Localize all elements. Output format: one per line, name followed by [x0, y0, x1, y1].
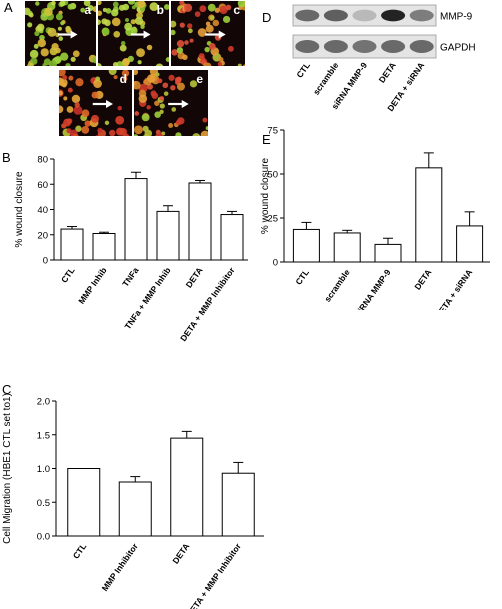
y-tick-label: 40: [37, 205, 48, 216]
y-tick-label: 60: [37, 180, 48, 191]
lane-label: CTL: [294, 60, 312, 79]
bar: [170, 437, 204, 537]
bar: [220, 214, 244, 261]
chart-b: 0 20 40 60 80 % wound closure CTL MMP Inhib TNFa…: [14, 155, 248, 343]
bar: [333, 232, 361, 263]
cell-image: [59, 70, 130, 136]
arrow-head-icon: [218, 30, 226, 39]
blot-band: [352, 40, 377, 53]
blot-band: [352, 9, 377, 22]
y-tick-label: 75: [267, 126, 278, 137]
blot-band: [323, 9, 348, 22]
arrow-head-icon: [181, 100, 189, 108]
x-tick-label: DETA + MMP Inhibitor: [184, 541, 243, 609]
x-tick-label: CTL: [71, 541, 89, 560]
bar: [60, 228, 84, 261]
micrograph-tag: d: [119, 72, 127, 86]
y-tick-label: 1.5: [37, 430, 50, 441]
blot-band: [409, 40, 434, 53]
blot-band: [381, 9, 406, 22]
arrow-head-icon: [70, 30, 78, 39]
bar: [374, 243, 402, 263]
panel-label-b: B: [2, 150, 11, 165]
cell-image: [98, 1, 169, 66]
lane-label: DETA: [377, 60, 398, 84]
x-tick-label: MMP Inhibitor: [100, 541, 141, 593]
blot-band: [295, 9, 320, 22]
bar: [124, 178, 148, 261]
x-tick-label: DETA: [412, 267, 433, 291]
x-tick-label: MMP Inhib: [76, 265, 108, 305]
chart-e: 0 25 50 75 % wound closure CTL scramble siRNA M…: [260, 126, 490, 310]
x-tick-label: TNFa: [120, 265, 141, 288]
bar: [456, 225, 484, 263]
y-tick-label: 0: [43, 256, 48, 267]
micrograph-b: b: [97, 0, 170, 67]
panel-label-d: D: [262, 10, 272, 25]
micrograph-a: a: [24, 0, 97, 67]
cell-image: [25, 1, 96, 66]
micrograph-c: c: [170, 0, 246, 67]
micrograph-tag: a: [84, 3, 91, 17]
x-tick-label: scramble: [322, 267, 352, 304]
x-tick-label: CTL: [59, 265, 77, 284]
micrograph-d: d: [58, 69, 133, 137]
bar: [92, 232, 116, 261]
blot-band: [409, 9, 434, 22]
bar: [415, 167, 443, 263]
bar: [221, 472, 255, 537]
blot-band: [295, 40, 320, 53]
y-tick-label: 2.0: [37, 397, 50, 408]
chart-c: 0.0 0.5 1.0 1.5 2.0 Cell Migration (HBE1 CTL …: [2, 393, 264, 609]
bar: [67, 468, 101, 537]
blot-band: [323, 40, 348, 53]
blot-band: [381, 40, 406, 53]
band-label: GAPDH: [440, 43, 476, 54]
x-tick-label: DETA + MMP Inhibitor: [178, 265, 237, 343]
x-tick-label: CTL: [293, 267, 311, 286]
y-tick-label: 0: [273, 258, 278, 269]
panel-label-c: C: [2, 382, 12, 397]
panel-label-a: A: [4, 0, 13, 15]
cell-image: [134, 70, 208, 136]
y-tick-label: 80: [37, 155, 48, 166]
x-tick-label: DETA: [170, 541, 191, 565]
micrograph-tag: b: [156, 3, 164, 17]
y-tick-label: 20: [37, 230, 48, 241]
x-tick-label: DETA: [184, 265, 205, 289]
y-tick-label: 0.0: [37, 532, 50, 543]
cell-image: [171, 1, 245, 66]
band-label: MMP-9: [440, 12, 473, 23]
y-axis-label: % wound closure: [14, 171, 25, 248]
x-tick-label: siRNA MMP-9: [353, 267, 393, 310]
y-axis-label: % wound closure: [260, 157, 271, 234]
lane-label: scramble: [311, 60, 341, 97]
micrograph-e: e: [133, 69, 209, 137]
bar: [292, 228, 320, 263]
arrow-head-icon: [143, 30, 151, 39]
micrograph-tag: c: [233, 3, 240, 17]
x-tick-label: DETA + siRNA: [433, 267, 474, 310]
bar: [156, 210, 180, 261]
y-axis-label: Cell Migration (HBE1 CTL set to1): [2, 393, 13, 544]
micrograph-tag: e: [196, 72, 203, 86]
y-tick-label: 50: [267, 170, 278, 181]
bar: [188, 182, 212, 261]
arrow-head-icon: [106, 100, 113, 108]
y-tick-label: 0.5: [37, 498, 50, 509]
panel-label-e: E: [262, 132, 271, 147]
bar: [118, 481, 152, 537]
y-tick-label: 25: [267, 214, 278, 225]
y-tick-label: 1.0: [37, 464, 50, 475]
